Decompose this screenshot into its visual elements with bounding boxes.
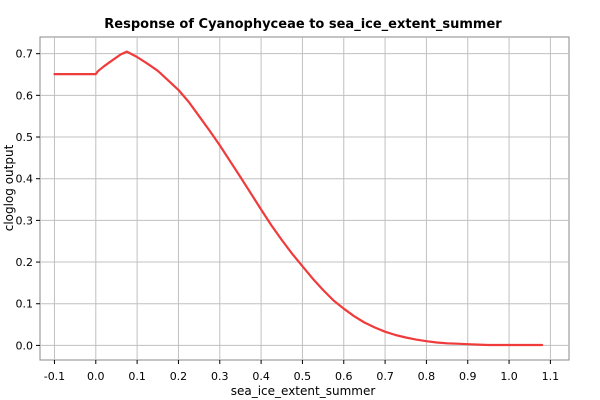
y-tick-label: 0.7 xyxy=(16,48,34,61)
series-group xyxy=(53,50,544,347)
y-tick-label: 0.4 xyxy=(16,173,34,186)
y-tick-label: 0.3 xyxy=(16,214,34,227)
y-tick-label: 0.6 xyxy=(16,89,34,102)
x-axis-label: sea_ice_extent_summer xyxy=(231,384,376,398)
x-tick-label: 1.0 xyxy=(500,370,518,383)
y-tick-label: 0.5 xyxy=(16,131,34,144)
plot-area xyxy=(39,36,570,361)
y-tick-label: 0.2 xyxy=(16,256,34,269)
y-axis-label: cloglog output xyxy=(2,144,16,231)
x-tick-label: 0.2 xyxy=(170,370,188,383)
x-tick-label: 0.7 xyxy=(376,370,394,383)
x-tick-label: 0.9 xyxy=(459,370,477,383)
x-tick-label: 0.6 xyxy=(335,370,353,383)
x-tick-label: 0.8 xyxy=(418,370,436,383)
y-axis: 0.0 0.1 0.2 0.3 0.4 0.5 0.6 0.7 xyxy=(16,48,40,352)
x-axis: -0.1 0.0 0.1 0.2 0.3 0.4 0.5 0.6 0.7 0.8 0.9 1.0 1.1 xyxy=(44,360,559,383)
x-tick-label: -0.1 xyxy=(44,370,65,383)
response-curve xyxy=(53,50,544,347)
x-tick-label: 0.3 xyxy=(211,370,229,383)
y-tick-label: 0.1 xyxy=(16,298,34,311)
x-tick-label: 0.4 xyxy=(252,370,270,383)
x-tick-label: 1.1 xyxy=(542,370,560,383)
x-tick-label: 0.0 xyxy=(87,370,105,383)
x-tick-label: 0.5 xyxy=(294,370,312,383)
x-tick-label: 0.1 xyxy=(128,370,146,383)
y-tick-label: 0.0 xyxy=(16,339,34,352)
chart-title: Response of Cyanophyceae to sea_ice_exte… xyxy=(104,17,502,32)
